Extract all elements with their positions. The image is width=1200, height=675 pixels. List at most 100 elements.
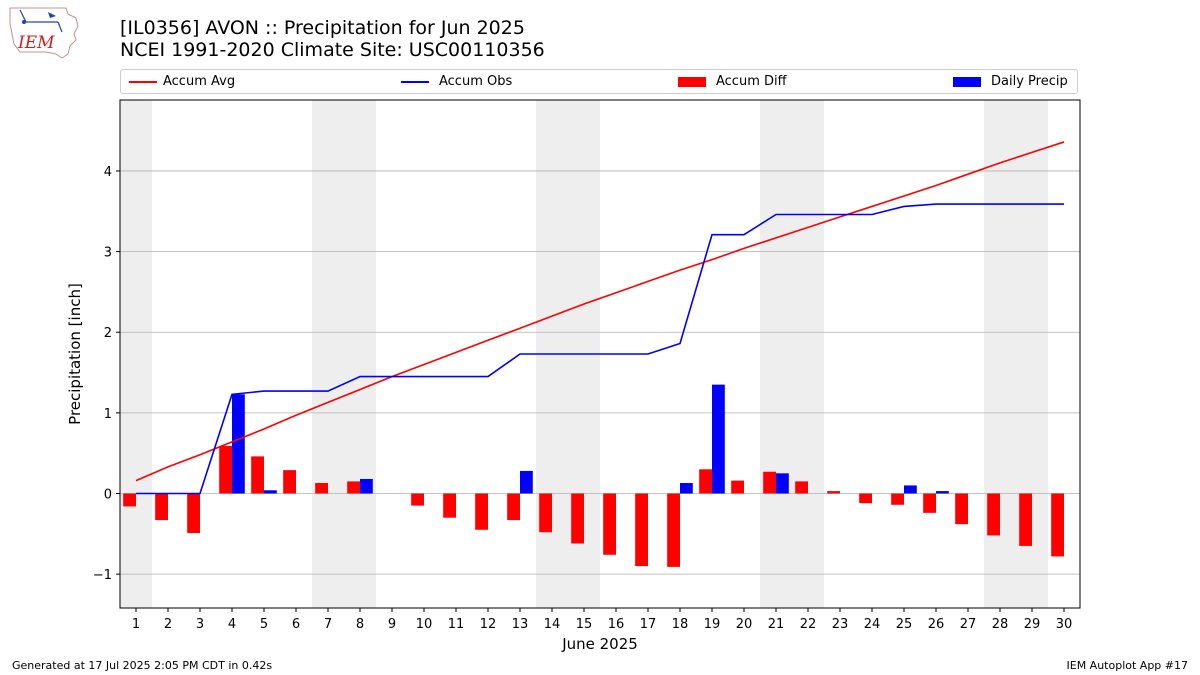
diff-bar	[1019, 493, 1032, 546]
x-tick-label: 16	[608, 617, 625, 632]
diff-bar	[475, 493, 488, 530]
x-tick-label: 11	[448, 617, 465, 632]
diff-bar	[731, 480, 744, 494]
x-tick-label: 17	[640, 617, 657, 632]
x-tick-label: 2	[164, 617, 172, 632]
chart-title-line2: NCEI 1991-2020 Climate Site: USC00110356	[120, 39, 545, 61]
x-tick-label: 10	[416, 617, 433, 632]
diff-bar	[347, 481, 360, 494]
y-tick-label: 3	[104, 246, 112, 261]
plot-frame	[119, 99, 1081, 609]
x-tick-label: 29	[1024, 617, 1041, 632]
x-tick-label: 24	[864, 617, 881, 632]
legend-swatch-accum-avg	[129, 81, 157, 83]
x-tick-label: 30	[1056, 617, 1073, 632]
diff-bar	[251, 456, 264, 494]
diff-bar	[411, 493, 424, 506]
x-axis-ticks: 1 2 3 4 5 6 7 8 9 10 11 12 13 14 15 16 17 18 19 20 21 22 23 24 2…	[132, 608, 1072, 632]
diff-bar	[1051, 493, 1064, 557]
x-tick-label: 23	[832, 617, 849, 632]
daily-bar	[264, 490, 277, 494]
daily-bar	[904, 485, 917, 494]
diff-bar	[827, 491, 840, 494]
x-tick-label: 28	[992, 617, 1009, 632]
diff-bar	[443, 493, 456, 518]
x-tick-label: 15	[576, 617, 593, 632]
legend-swatch-accum-obs	[401, 81, 429, 83]
x-tick-label: 14	[544, 617, 561, 632]
diff-bar	[763, 471, 776, 494]
x-tick-label: 3	[196, 617, 204, 632]
x-tick-label: 18	[672, 617, 689, 632]
y-tick-label: −1	[93, 568, 112, 583]
chart-legend: Accum Avg Accum Obs Accum Diff Daily Pre…	[120, 69, 1078, 94]
diff-bar	[603, 493, 616, 555]
daily-bar	[712, 384, 725, 494]
diff-bar	[283, 470, 296, 494]
x-tick-label: 25	[896, 617, 913, 632]
diff-bar	[187, 493, 200, 534]
legend-label-daily-precip: Daily Precip	[991, 74, 1068, 89]
diff-bar	[955, 493, 968, 525]
accum-obs-line	[136, 203, 1064, 495]
generated-timestamp: Generated at 17 Jul 2025 2:05 PM CDT in …	[12, 659, 273, 672]
daily-bar	[936, 491, 949, 494]
diff-bar	[667, 493, 680, 567]
daily-bar	[776, 473, 789, 494]
diff-bar	[923, 493, 936, 513]
legend-label-accum-diff: Accum Diff	[716, 74, 787, 89]
weekend-band	[312, 100, 376, 608]
logo-text: IEM	[17, 33, 55, 53]
weekend-band	[760, 100, 824, 608]
x-tick-label: 26	[928, 617, 945, 632]
y-tick-label: 2	[104, 326, 112, 341]
x-tick-label: 6	[292, 617, 300, 632]
diff-bar	[155, 493, 168, 521]
x-tick-label: 22	[800, 617, 817, 632]
diff-bar	[987, 493, 1000, 536]
weather-station-icon	[19, 9, 63, 33]
weekend-band	[120, 100, 152, 608]
diff-bar	[315, 483, 328, 494]
x-tick-label: 9	[388, 617, 396, 632]
y-tick-label: 0	[104, 487, 112, 502]
diff-bar	[795, 481, 808, 494]
y-axis-label: Precipitation [inch]	[66, 283, 84, 425]
diff-bar	[699, 469, 712, 494]
x-tick-label: 27	[960, 617, 977, 632]
y-axis-ticks: −1 0 1 2 3 4	[93, 165, 120, 583]
daily-bar	[680, 483, 693, 494]
x-tick-label: 7	[324, 617, 332, 632]
legend-swatch-daily-precip	[953, 77, 981, 87]
bar-series	[123, 384, 1064, 567]
legend-swatch-accum-diff	[678, 77, 706, 87]
y-gridlines	[120, 170, 1080, 575]
x-tick-label: 8	[356, 617, 364, 632]
x-axis-label: June 2025	[561, 635, 638, 653]
x-tick-label: 20	[736, 617, 753, 632]
legend-label-accum-avg: Accum Avg	[163, 74, 236, 89]
x-tick-label: 13	[512, 617, 529, 632]
diff-bar	[123, 493, 136, 507]
diff-bar	[571, 493, 584, 544]
diff-bar	[219, 445, 232, 494]
y-tick-label: 4	[104, 165, 112, 180]
y-tick-label: 1	[104, 407, 112, 422]
daily-bar	[360, 478, 373, 494]
line-series	[135, 141, 1065, 495]
diff-bar	[891, 493, 904, 505]
x-tick-label: 12	[480, 617, 497, 632]
diff-bar	[859, 493, 872, 504]
diff-bar	[507, 493, 520, 521]
x-tick-label: 19	[704, 617, 721, 632]
legend-label-accum-obs: Accum Obs	[439, 74, 513, 89]
daily-bar	[232, 394, 245, 494]
diff-bar	[635, 493, 648, 567]
x-tick-label: 21	[768, 617, 785, 632]
app-credit: IEM Autoplot App #17	[1066, 659, 1189, 672]
daily-bar	[520, 470, 533, 494]
diff-bar	[539, 493, 552, 533]
iem-logo: IEM	[9, 7, 79, 59]
x-tick-label: 4	[228, 617, 236, 632]
